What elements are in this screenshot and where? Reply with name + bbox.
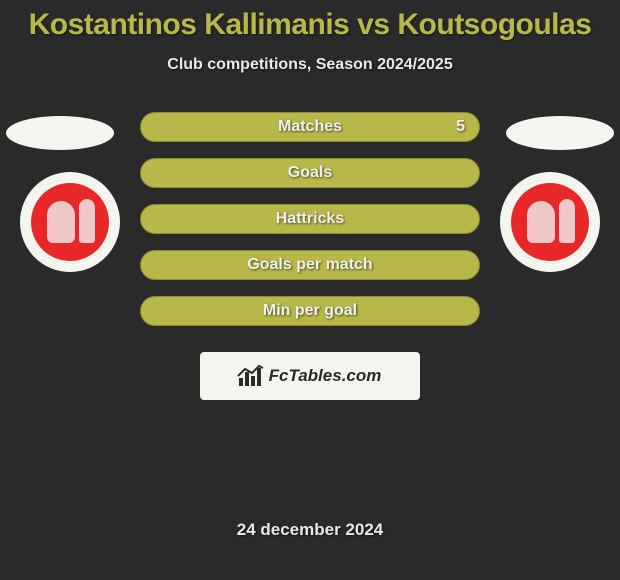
stat-label: Min per goal <box>263 302 357 320</box>
crest-shape-icon <box>525 199 575 245</box>
stat-value: 5 <box>456 118 465 136</box>
brand-box: FcTables.com <box>200 352 420 400</box>
stat-label: Matches <box>278 118 342 136</box>
stat-label: Goals <box>288 164 332 182</box>
content-area: Matches 5 Goals Hattricks Goals per matc… <box>0 104 620 424</box>
player-left-badge <box>20 172 120 272</box>
date-text: 24 december 2024 <box>0 520 620 540</box>
stat-bar-goals: Goals <box>140 158 480 188</box>
player-right-oval <box>506 116 614 150</box>
page-title: Kostantinos Kallimanis vs Koutsogoulas <box>0 0 620 42</box>
player-right-badge <box>500 172 600 272</box>
stat-label: Goals per match <box>247 256 372 274</box>
stat-bar-hattricks: Hattricks <box>140 204 480 234</box>
stat-label: Hattricks <box>276 210 344 228</box>
infographic-container: Kostantinos Kallimanis vs Koutsogoulas C… <box>0 0 620 580</box>
club-crest-left <box>31 183 109 261</box>
brand-bars-icon <box>239 366 263 386</box>
stat-bar-goals-per-match: Goals per match <box>140 250 480 280</box>
subtitle: Club competitions, Season 2024/2025 <box>0 56 620 74</box>
brand-text: FcTables.com <box>269 366 382 386</box>
club-crest-right <box>511 183 589 261</box>
crest-shape-icon <box>45 199 95 245</box>
stat-bar-min-per-goal: Min per goal <box>140 296 480 326</box>
player-left-oval <box>6 116 114 150</box>
stat-bar-matches: Matches 5 <box>140 112 480 142</box>
stat-bars: Matches 5 Goals Hattricks Goals per matc… <box>140 112 480 342</box>
